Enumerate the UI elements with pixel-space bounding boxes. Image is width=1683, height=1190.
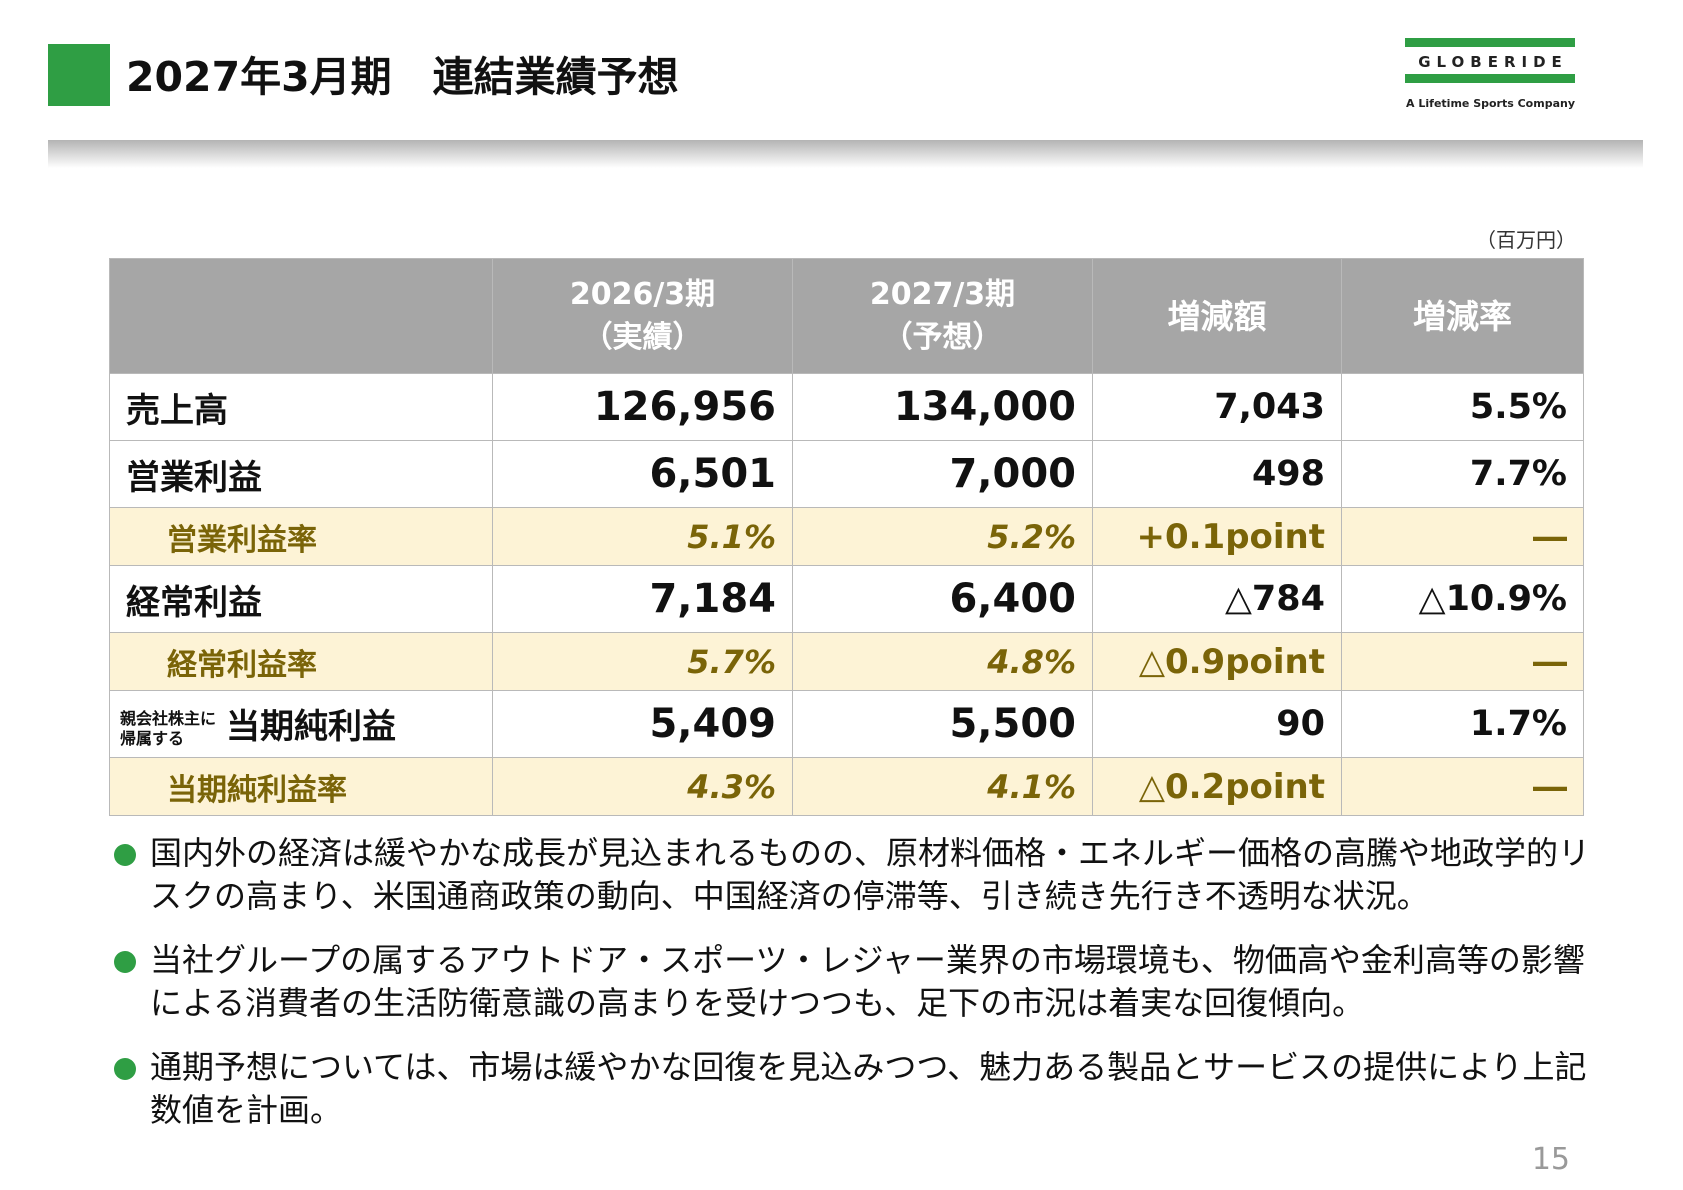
- header-fy2027-type: （予想）: [882, 320, 1003, 355]
- list-item: 当社グループの属するアウトドア・スポーツ・レジャー業界の市場環境も、物価高や金利…: [112, 939, 1592, 1025]
- table-header-row: 2026/3期 （実績） 2027/3期 （予想） 増減額 増減率: [109, 258, 1584, 374]
- logo-bottom-stripe: [1405, 74, 1575, 83]
- table-row-net-income: 親会社株主に 帰属する 当期純利益 5,409 5,500 90 1.7%: [109, 690, 1584, 758]
- cell-rate: 5.5%: [1341, 373, 1584, 441]
- header-cell-fy2026: 2026/3期 （実績）: [492, 258, 793, 374]
- list-item: 国内外の経済は緩やかな成長が見込まれるものの、原材料価格・エネルギー価格の高騰や…: [112, 832, 1592, 918]
- commentary-list: 国内外の経済は緩やかな成長が見込まれるものの、原材料価格・エネルギー価格の高騰や…: [112, 832, 1592, 1153]
- cell-diff: △784: [1092, 565, 1342, 633]
- table-row-net-margin: 当期純利益率 4.3% 4.1% △0.2point ―: [109, 757, 1584, 816]
- logo-top-stripe: [1405, 38, 1575, 47]
- cell-rate: 7.7%: [1341, 440, 1584, 508]
- unit-note: （百万円）: [1476, 228, 1576, 252]
- row-label: 売上高: [109, 373, 493, 441]
- cell-diff: 7,043: [1092, 373, 1342, 441]
- cell-rate: ―: [1341, 757, 1584, 816]
- forecast-table: 2026/3期 （実績） 2027/3期 （予想） 増減額 増減率 売上高 12…: [109, 258, 1584, 816]
- header-cell-blank: [109, 258, 493, 374]
- cell-rate: 1.7%: [1341, 690, 1584, 758]
- row-label: 営業利益: [109, 440, 493, 508]
- page-title: 2027年3月期 連結業績予想: [126, 53, 679, 101]
- bullet-dot-icon: [114, 1058, 136, 1080]
- header-cell-rate: 増減率: [1341, 258, 1584, 374]
- header-divider: [48, 140, 1643, 168]
- header-fy2027-period: 2027/3期: [869, 277, 1016, 312]
- row-label-prefix: 親会社株主に 帰属する: [120, 708, 217, 748]
- table-row-net-sales: 売上高 126,956 134,000 7,043 5.5%: [109, 373, 1584, 441]
- cell-fy2026: 7,184: [492, 565, 793, 633]
- bullet-dot-icon: [114, 951, 136, 973]
- list-item: 通期予想については、市場は緩やかな回復を見込みつつ、魅力ある製品とサービスの提供…: [112, 1046, 1592, 1132]
- cell-rate: △10.9%: [1341, 565, 1584, 633]
- header-fy2026-period: 2026/3期: [569, 277, 716, 312]
- cell-fy2027: 6,400: [792, 565, 1093, 633]
- cell-diff: 498: [1092, 440, 1342, 508]
- cell-fy2026: 4.3%: [492, 757, 793, 816]
- table-row-ordinary-income: 経常利益 7,184 6,400 △784 △10.9%: [109, 565, 1584, 633]
- cell-fy2026: 5,409: [492, 690, 793, 758]
- cell-fy2026: 6,501: [492, 440, 793, 508]
- row-label: 営業利益率: [109, 507, 493, 566]
- header-fy2026-type: （実績）: [582, 320, 703, 355]
- row-label-net-income: 親会社株主に 帰属する 当期純利益: [109, 690, 493, 758]
- cell-rate: ―: [1341, 632, 1584, 691]
- cell-diff: △0.2point: [1092, 757, 1342, 816]
- cell-diff: 90: [1092, 690, 1342, 758]
- row-label: 経常利益: [109, 565, 493, 633]
- logo-wordmark: GLOBERIDE: [1418, 53, 1568, 71]
- cell-rate: ―: [1341, 507, 1584, 566]
- page-number: 15: [1531, 1142, 1570, 1177]
- row-label: 当期純利益: [226, 707, 397, 748]
- bullet-text: 当社グループの属するアウトドア・スポーツ・レジャー業界の市場環境も、物価高や金利…: [150, 941, 1585, 1022]
- cell-diff: △0.9point: [1092, 632, 1342, 691]
- cell-fy2026: 5.1%: [492, 507, 793, 566]
- cell-fy2026: 5.7%: [492, 632, 793, 691]
- row-label: 当期純利益率: [109, 757, 493, 816]
- logo-tagline: A Lifetime Sports Company: [1406, 97, 1575, 110]
- table-row-operating-income: 営業利益 6,501 7,000 498 7.7%: [109, 440, 1584, 508]
- bullet-text: 通期予想については、市場は緩やかな回復を見込みつつ、魅力ある製品とサービスの提供…: [150, 1048, 1587, 1129]
- cell-diff: +0.1point: [1092, 507, 1342, 566]
- globeride-logo: GLOBERIDE A Lifetime Sports Company: [1405, 38, 1575, 110]
- cell-fy2027: 5.2%: [792, 507, 1093, 566]
- cell-fy2026: 126,956: [492, 373, 793, 441]
- cell-fy2027: 134,000: [792, 373, 1093, 441]
- row-label: 経常利益率: [109, 632, 493, 691]
- cell-fy2027: 7,000: [792, 440, 1093, 508]
- cell-fy2027: 4.1%: [792, 757, 1093, 816]
- header-cell-fy2027: 2027/3期 （予想）: [792, 258, 1093, 374]
- bullet-dot-icon: [114, 844, 136, 866]
- title-accent-bar: [48, 44, 110, 106]
- table-row-operating-margin: 営業利益率 5.1% 5.2% +0.1point ―: [109, 507, 1584, 566]
- cell-fy2027: 4.8%: [792, 632, 1093, 691]
- header-cell-diff: 増減額: [1092, 258, 1342, 374]
- table-row-ordinary-margin: 経常利益率 5.7% 4.8% △0.9point ―: [109, 632, 1584, 691]
- cell-fy2027: 5,500: [792, 690, 1093, 758]
- bullet-text: 国内外の経済は緩やかな成長が見込まれるものの、原材料価格・エネルギー価格の高騰や…: [150, 834, 1591, 915]
